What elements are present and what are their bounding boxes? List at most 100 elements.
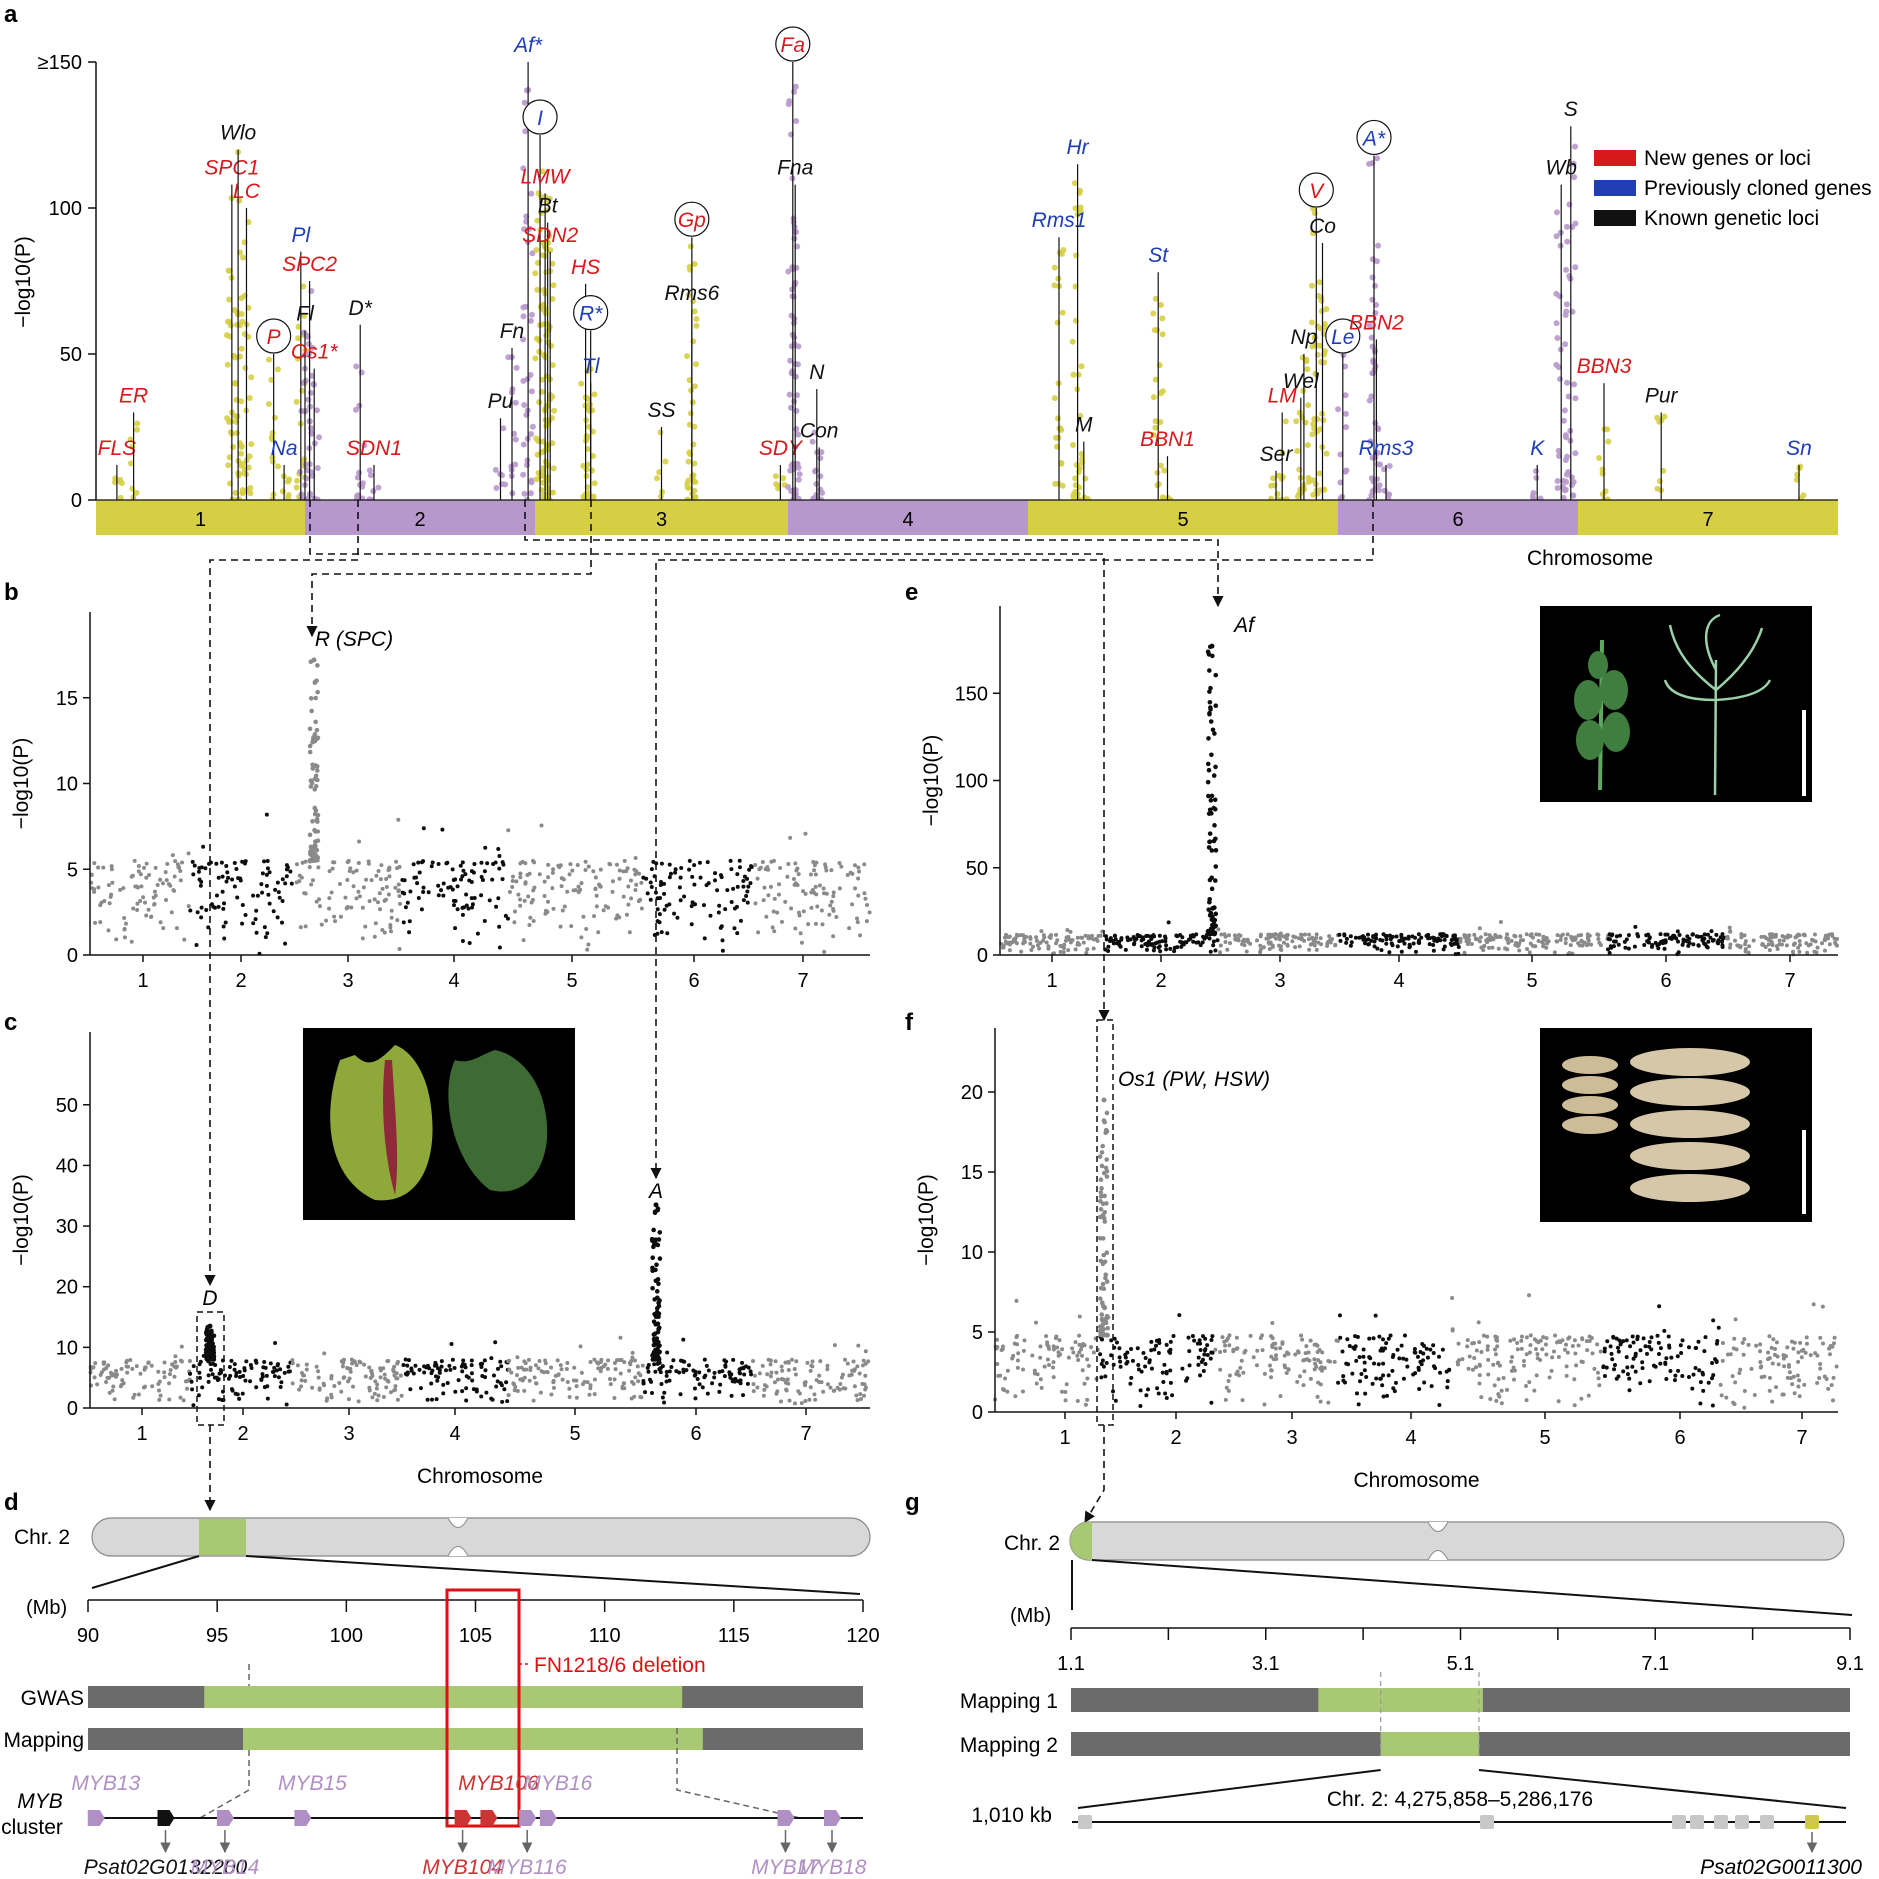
manhattan-point: [737, 865, 742, 870]
manhattan-point: [1213, 1347, 1218, 1352]
x-tick-label: 4: [1393, 970, 1404, 992]
manhattan-point: [798, 931, 803, 936]
manhattan-point: [1394, 934, 1399, 939]
manhattan-point: [1060, 1347, 1065, 1352]
manhattan-point: [1796, 1359, 1801, 1364]
manhattan-point: [1315, 1394, 1320, 1399]
manhattan-point: [1724, 1395, 1729, 1400]
manhattan-point: [1187, 1349, 1192, 1354]
a-peak-point: [352, 406, 359, 413]
manhattan-point: [1771, 1337, 1776, 1342]
manhattan-point: [265, 858, 270, 863]
manhattan-point: [195, 910, 200, 915]
a-peak-point: [520, 441, 527, 448]
manhattan-point: [1232, 933, 1237, 938]
manhattan-point: [1711, 1373, 1716, 1378]
manhattan-point: [1615, 1345, 1620, 1350]
a-peak-point: [308, 372, 315, 379]
peak-point: [1213, 806, 1218, 812]
x-tick-label: 3: [343, 1423, 354, 1445]
peak-point: [315, 812, 321, 818]
manhattan-point: [274, 1368, 279, 1373]
manhattan-point: [678, 875, 683, 880]
manhattan-point: [173, 1354, 178, 1359]
manhattan-point: [1442, 937, 1447, 942]
manhattan-point: [687, 858, 692, 863]
manhattan-point: [1081, 940, 1086, 945]
manhattan-point: [1714, 932, 1719, 937]
manhattan-point: [1236, 938, 1241, 943]
manhattan-point: [1586, 936, 1591, 941]
a-peak-point: [511, 430, 518, 437]
manhattan-point: [705, 860, 710, 865]
manhattan-point: [1534, 932, 1539, 937]
a-peak-point: [1562, 341, 1569, 348]
manhattan-point: [1658, 1361, 1663, 1366]
manhattan-point: [1254, 1363, 1259, 1368]
manhattan-point: [471, 1387, 476, 1392]
peak-point: [1208, 707, 1213, 712]
manhattan-point: [1788, 1376, 1793, 1381]
manhattan-point: [455, 884, 460, 889]
manhattan-point: [1149, 1348, 1154, 1353]
manhattan-point: [174, 1364, 179, 1369]
manhattan-point: [1812, 932, 1817, 937]
manhattan-point: [1477, 1381, 1482, 1386]
manhattan-point: [713, 871, 718, 876]
manhattan-point: [1205, 1343, 1210, 1348]
manhattan-point: [601, 1364, 606, 1369]
a-peak-point: [772, 473, 779, 480]
manhattan-point: [1524, 1398, 1529, 1403]
a-peak-point: [246, 395, 253, 402]
manhattan-point: [1742, 1388, 1747, 1393]
manhattan-point: [1680, 1338, 1685, 1343]
manhattan-point: [1077, 1314, 1082, 1319]
x-axis-label: Chromosome: [417, 1465, 543, 1488]
manhattan-point: [748, 881, 753, 886]
manhattan-point: [1076, 1357, 1081, 1362]
manhattan-point: [429, 864, 434, 869]
a-peak-point: [1340, 352, 1347, 359]
manhattan-point: [1515, 1340, 1520, 1345]
manhattan-point: [1080, 1344, 1085, 1349]
manhattan-point: [732, 1379, 737, 1384]
a-peak-point: [1157, 419, 1164, 426]
manhattan-point: [1399, 949, 1404, 954]
manhattan-point: [375, 900, 380, 905]
g-region-guides: [1380, 1672, 1480, 1756]
manhattan-point: [1602, 1349, 1607, 1354]
a-peak-point: [238, 398, 245, 405]
manhattan-point: [1570, 1343, 1575, 1348]
a-peak-point: [1572, 264, 1579, 271]
manhattan-point: [373, 921, 378, 926]
a-locus-label: LM: [1268, 384, 1298, 407]
manhattan-point: [845, 1361, 850, 1366]
manhattan-point: [1527, 950, 1532, 955]
manhattan-point: [805, 1360, 810, 1365]
manhattan-point: [1044, 1334, 1049, 1339]
a-peak-point: [691, 460, 698, 467]
manhattan-point: [772, 896, 777, 901]
peak-point: [651, 1349, 657, 1355]
d-cluster-label-2: cluster: [1, 1816, 63, 1839]
manhattan-point: [1299, 1333, 1304, 1338]
manhattan-point: [110, 880, 115, 885]
manhattan-point: [852, 1367, 857, 1372]
a-peak-point: [1316, 342, 1323, 349]
manhattan-point: [1705, 932, 1710, 937]
manhattan-point: [1378, 937, 1383, 942]
manhattan-point: [160, 881, 165, 886]
manhattan-point: [507, 1367, 512, 1372]
manhattan-point: [697, 860, 702, 865]
manhattan-point: [1799, 1348, 1804, 1353]
manhattan-point: [610, 879, 615, 884]
manhattan-point: [1421, 1358, 1426, 1363]
manhattan-point: [1205, 1352, 1210, 1357]
manhattan-point: [1535, 1352, 1540, 1357]
a-peak-point: [226, 454, 233, 461]
a-peak-point: [684, 353, 691, 360]
manhattan-point: [1568, 943, 1573, 948]
manhattan-point: [518, 1377, 523, 1382]
manhattan-point: [470, 1378, 475, 1383]
manhattan-point: [1785, 1345, 1790, 1350]
